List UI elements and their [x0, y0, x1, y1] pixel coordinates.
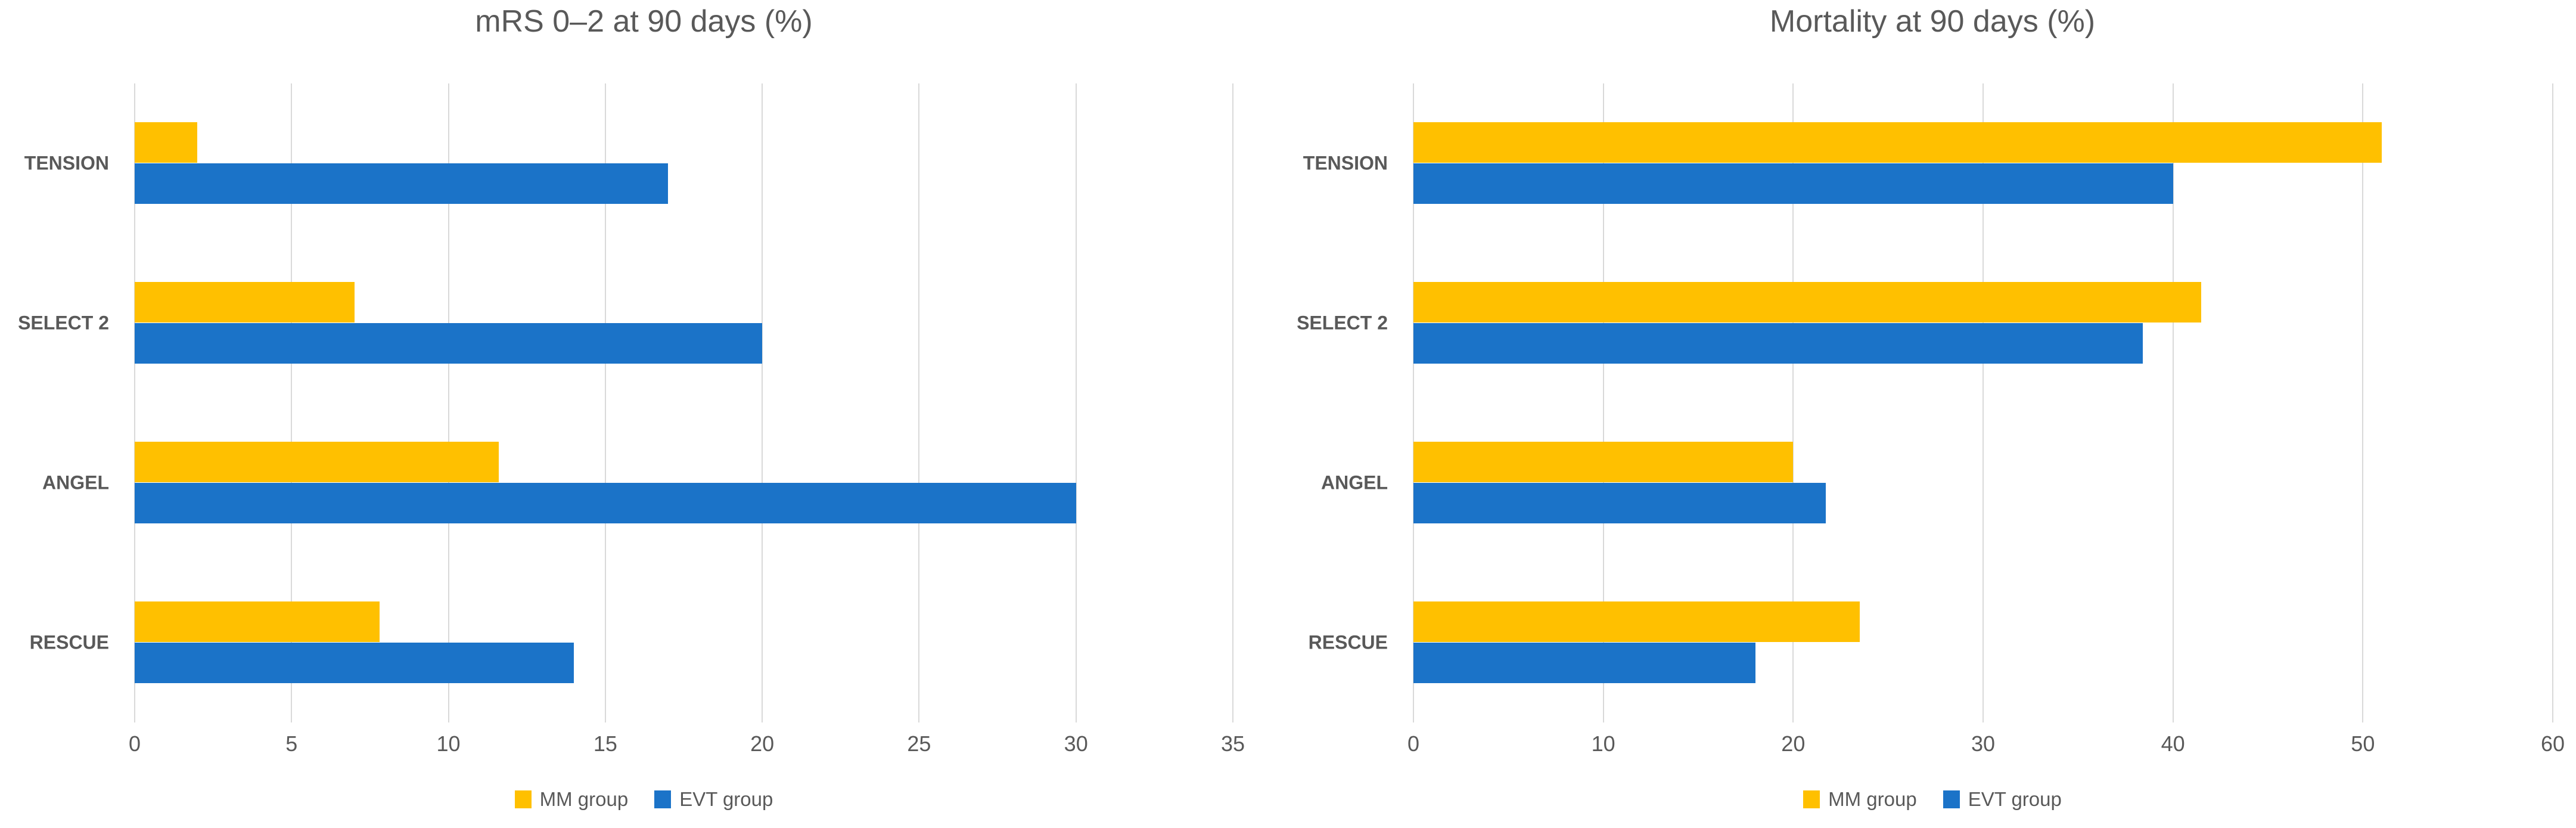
x-axis: 0 10 20 30 40 50 60 [1407, 730, 2565, 758]
bar-mm-group-angel [1413, 442, 1794, 482]
gridline [918, 83, 920, 722]
plot-area: TENSION SELECT 2 ANGEL RESCUE [18, 83, 1233, 722]
category-row-tension: TENSION [24, 83, 1233, 243]
category-label: TENSION [24, 152, 109, 174]
x-axis: 0 5 10 15 20 25 30 35 [129, 730, 1245, 758]
chart-title: Mortality at 90 days (%) [1769, 4, 2096, 39]
category-label: RESCUE [29, 631, 109, 653]
category-label: SELECT 2 [18, 312, 109, 334]
x-tick-label: 25 [907, 731, 931, 756]
bar-evt-group-select-2 [135, 323, 763, 364]
legend-item-mm-group: MM group [514, 788, 629, 811]
legend: MM group EVT group [1289, 788, 2576, 811]
x-tick-label: 10 [1591, 731, 1615, 756]
gridline [2172, 83, 2174, 722]
x-tick-label: 0 [1407, 731, 1420, 756]
legend-label: MM group [1828, 788, 1917, 810]
bar-mm-group-select-2 [135, 282, 355, 322]
legend: MM group EVT group [0, 788, 1288, 811]
gridline [604, 83, 606, 722]
category-row-angel: ANGEL [1321, 403, 2553, 563]
bar-mm-group-select-2 [1413, 282, 2202, 322]
legend-swatch-evt-group [654, 790, 672, 808]
x-tick-label: 35 [1220, 731, 1245, 756]
bar-evt-group-tension [1413, 163, 2173, 204]
bar-mm-group-rescue [1413, 601, 1860, 642]
category-row-select-2: SELECT 2 [1297, 243, 2553, 403]
legend-label: EVT group [1968, 788, 2062, 810]
bar-mm-group-tension [135, 122, 198, 163]
x-tick-label: 30 [1971, 731, 1996, 756]
category-label: ANGEL [1321, 472, 1388, 494]
legend-item-evt-group: EVT group [1943, 788, 2062, 811]
bar-evt-group-tension [135, 163, 669, 204]
legend-swatch-mm-group [1803, 790, 1820, 808]
gridline [762, 83, 763, 722]
category-label: ANGEL [42, 472, 109, 494]
chart-mortality-90-days: Mortality at 90 days (%) TENSION SELECT 2… [1289, 0, 2576, 828]
category-label: RESCUE [1308, 631, 1388, 653]
plot-area: TENSION SELECT 2 ANGEL RESCUE [1297, 83, 2553, 722]
category-row-rescue: RESCUE [30, 563, 1233, 722]
x-tick-label: 30 [1064, 731, 1088, 756]
chart-mrs-90-days: mRS 0–2 at 90 days (%) TENSION SELECT 2 AN… [0, 4, 1288, 811]
x-tick-label: 10 [436, 731, 461, 756]
category-row-angel: ANGEL [42, 403, 1233, 563]
gridline [2362, 83, 2364, 722]
gridline [1983, 83, 1984, 722]
category-label: TENSION [1303, 152, 1388, 174]
category-row-rescue: RESCUE [1309, 563, 2553, 722]
bar-mm-group-rescue [135, 601, 380, 642]
legend-swatch-mm-group [514, 790, 532, 808]
x-tick-label: 15 [593, 731, 617, 756]
x-tick-label: 0 [128, 731, 141, 756]
gridline [134, 83, 135, 722]
legend-label: EVT group [679, 788, 773, 810]
x-tick-label: 20 [750, 731, 775, 756]
bar-mm-group-angel [135, 442, 499, 482]
x-tick-label: 20 [1781, 731, 1806, 756]
x-tick-label: 40 [2161, 731, 2185, 756]
gridline [1792, 83, 1794, 722]
legend-item-evt-group: EVT group [654, 788, 773, 811]
legend-item-mm-group: MM group [1803, 788, 1917, 811]
bar-evt-group-angel [135, 483, 1076, 523]
category-row-tension: TENSION [1303, 83, 2553, 243]
legend-label: MM group [539, 788, 629, 810]
gridline [1413, 83, 1414, 722]
x-tick-label: 5 [285, 731, 298, 756]
x-tick-label: 50 [2351, 731, 2375, 756]
bar-mm-group-tension [1413, 122, 2382, 163]
gridline [448, 83, 449, 722]
gridline [2552, 83, 2553, 722]
category-label: SELECT 2 [1297, 312, 1388, 334]
x-tick-label: 60 [2540, 731, 2565, 756]
bar-evt-group-angel [1413, 483, 1826, 523]
gridline [1075, 83, 1077, 722]
bar-evt-group-select-2 [1413, 323, 2143, 364]
gridline [1232, 83, 1233, 722]
legend-swatch-evt-group [1943, 790, 1960, 808]
bar-evt-group-rescue [135, 643, 574, 683]
chart-title: mRS 0–2 at 90 days (%) [475, 4, 813, 39]
gridline [291, 83, 293, 722]
category-row-select-2: SELECT 2 [18, 243, 1233, 403]
bar-evt-group-rescue [1413, 643, 1755, 683]
gridline [1602, 83, 1604, 722]
